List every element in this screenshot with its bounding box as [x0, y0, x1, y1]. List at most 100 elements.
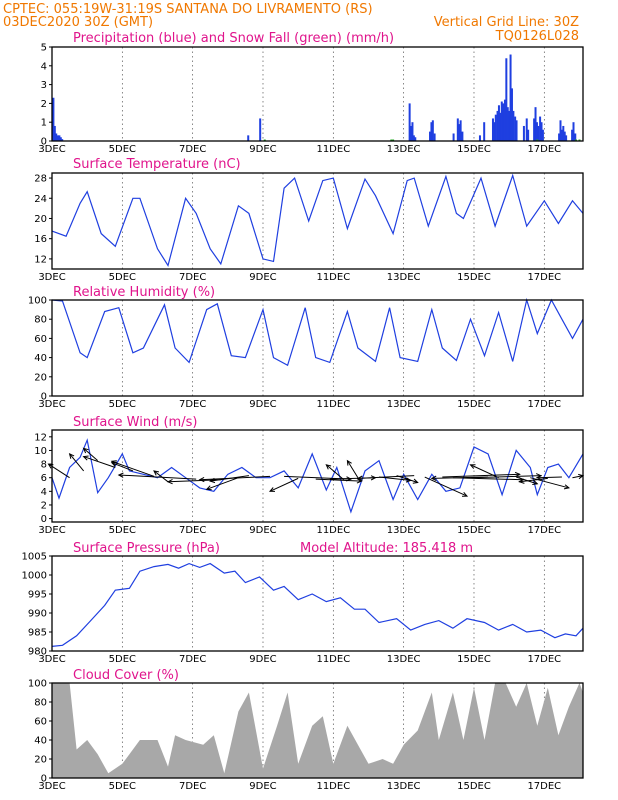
x-tick-label: 7DEC: [179, 525, 206, 536]
y-tick-label: 60: [34, 717, 47, 728]
x-tick-label: 11DEC: [316, 399, 350, 410]
wind-vector-head: [110, 460, 117, 466]
x-tick-label: 13DEC: [387, 272, 421, 283]
header-location: CPTEC: 055:19W-31:19S SANTANA DO LIVRAME…: [3, 2, 373, 17]
wind-vector: [516, 476, 538, 485]
precip-bar: [259, 118, 262, 141]
x-tick-label: 9DEC: [249, 144, 276, 155]
y-tick-label: 12: [34, 254, 47, 265]
y-tick-label: 3: [41, 80, 47, 91]
precip-bar: [497, 105, 500, 141]
wind-vector-head: [518, 478, 525, 484]
y-tick-label: 1: [41, 118, 47, 129]
x-tick-label: 11DEC: [316, 144, 350, 155]
y-tick-label: 0: [41, 392, 47, 403]
x-tick-label: 17DEC: [527, 781, 561, 792]
precip-bar: [458, 124, 461, 141]
precip-bar: [563, 131, 566, 141]
series-line: [51, 438, 584, 514]
precip-bar: [408, 103, 411, 141]
panel-frame: [51, 172, 584, 270]
precip-bar: [52, 97, 55, 141]
model-altitude-label: Model Altitude: 185.418 m: [300, 541, 473, 556]
precip-bar: [514, 116, 517, 141]
panel-title: Precipitation (blue) and Snow Fall (gree…: [73, 31, 394, 46]
x-tick-label: 5DEC: [109, 654, 136, 665]
y-tick-label: 20: [34, 214, 47, 225]
precip-bar: [491, 118, 494, 141]
wind-vector-head: [563, 484, 571, 490]
wind-vector: [153, 470, 169, 483]
precip-bar: [558, 133, 561, 141]
x-tick-label: 9DEC: [249, 525, 276, 536]
wind-vector: [572, 475, 584, 479]
wind-vector: [69, 453, 85, 472]
x-tick-label: 3DEC: [38, 272, 65, 283]
precip-bar: [522, 125, 525, 141]
wind-vector-head: [532, 480, 539, 485]
y-tick-label: 24: [34, 194, 47, 205]
precip-bar: [414, 137, 417, 141]
x-tick-label: 7DEC: [179, 272, 206, 283]
pressure-panel: Surface Pressure (hPa) Model Altitude: 1…: [22, 541, 584, 665]
wind-vector-head: [536, 474, 543, 481]
precip-bar: [510, 88, 513, 141]
panel-frame: [51, 429, 584, 523]
x-tick-label: 3DEC: [38, 144, 65, 155]
wind-vector-head: [461, 491, 469, 497]
precip-bar: [525, 118, 528, 141]
header-grid-line: Vertical Grid Line: 30Z: [434, 15, 579, 30]
precip-bar: [61, 139, 64, 141]
wind-vector: [206, 477, 239, 490]
precip-bar: [571, 129, 574, 141]
y-tick-label: 990: [28, 609, 47, 620]
x-tick-label: 9DEC: [249, 654, 276, 665]
wind-vector-head: [268, 487, 276, 492]
wind-vector: [118, 474, 197, 480]
cloud-cover-panel: Cloud Cover (%) 3DEC 5DEC 7DEC 9DEC 11DEC 13D…: [28, 668, 584, 792]
x-tick-label: 5DEC: [109, 525, 136, 536]
wind-vector: [199, 475, 271, 481]
x-tick-label: 7DEC: [179, 781, 206, 792]
wind-vector-head: [325, 464, 332, 470]
x-tick-label: 9DEC: [249, 272, 276, 283]
wind-vector-head: [153, 470, 159, 476]
y-tick-label: 20: [34, 372, 47, 383]
precip-bar: [412, 135, 415, 141]
wind-vector: [111, 460, 155, 477]
y-tick-label: 0: [41, 137, 47, 148]
panel-title: Surface Pressure (hPa): [73, 541, 220, 556]
precip-bar: [496, 110, 499, 141]
wind-vector: [442, 473, 520, 478]
wind-vector-head: [82, 455, 89, 461]
wind-vector: [111, 462, 134, 472]
x-tick-label: 9DEC: [249, 781, 276, 792]
precip-bar: [53, 125, 56, 141]
panel-title: Relative Humidity (%): [73, 285, 215, 300]
header-model-code: TQ0126L028: [495, 29, 579, 44]
x-tick-label: 13DEC: [387, 654, 421, 665]
wind-panel: Surface Wind (m/s) 3DEC 5DEC 7DEC 9DEC 11DEC…: [34, 415, 585, 536]
snow-bar: [390, 139, 393, 141]
precip-bar: [503, 99, 506, 141]
y-tick-label: 8: [41, 460, 47, 471]
precip-bar: [533, 118, 536, 141]
y-tick-label: 1000: [22, 571, 47, 582]
precip-bar: [527, 129, 530, 141]
x-tick-label: 7DEC: [179, 654, 206, 665]
precip-bar: [431, 120, 434, 141]
precip-bar: [509, 54, 512, 141]
y-tick-label: 80: [34, 315, 47, 326]
wind-vector-head: [82, 447, 89, 454]
y-tick-label: 100: [28, 296, 47, 307]
y-tick-label: 0: [41, 774, 47, 785]
precip-bar: [56, 135, 59, 141]
wind-vector-head: [68, 453, 75, 459]
wind-vector-head: [356, 478, 363, 484]
y-tick-label: 100: [28, 679, 47, 690]
x-tick-label: 15DEC: [457, 654, 491, 665]
precip-bar: [508, 110, 511, 141]
cloud-cover-area: [52, 683, 583, 778]
y-tick-label: 12: [34, 432, 47, 443]
